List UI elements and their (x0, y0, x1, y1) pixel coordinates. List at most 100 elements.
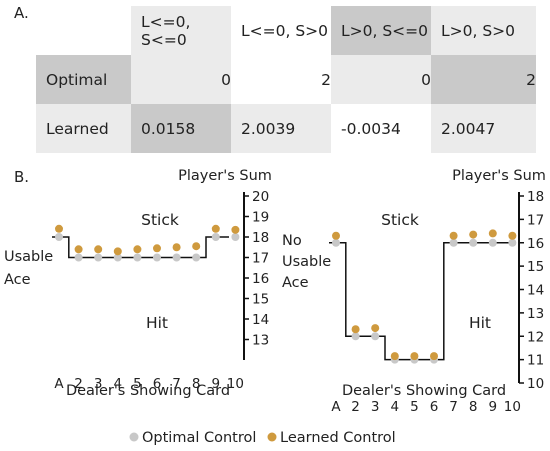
x-tick-label: 5 (410, 399, 419, 415)
optimal-control-point (508, 238, 517, 247)
table-row: Optimal 0 2 0 2 (36, 55, 536, 104)
policy-boundary-line (52, 236, 229, 259)
learned-control-point (332, 231, 340, 240)
x-tick-label: 4 (391, 399, 400, 415)
table-cell: 0.0158 (131, 104, 231, 153)
table-cell: 2.0039 (231, 104, 331, 153)
optimal-control-point (351, 332, 360, 341)
y-tick-label: 13 (252, 333, 269, 349)
y-tick-label: 11 (527, 353, 544, 369)
x-tick-label: 4 (114, 376, 123, 392)
optimal-control-point (231, 233, 240, 241)
optimal-control-point (172, 253, 181, 262)
column-header: L>0, S>0 (431, 6, 536, 55)
optimal-control-point (488, 238, 497, 247)
legend-label: Learned Control (280, 430, 396, 446)
row-label: Ace (4, 272, 31, 288)
learned-control-point (231, 225, 240, 234)
learned-control-point (449, 231, 458, 240)
learned-control-point (153, 244, 161, 253)
panel-a-label: A. (14, 4, 29, 22)
y-tick-label: 15 (527, 259, 544, 275)
y-tick-label: 17 (527, 212, 544, 228)
x-tick-label: 6 (153, 376, 162, 392)
x-tick-label: 9 (489, 399, 498, 415)
learned-control-point (351, 325, 360, 334)
optimal-control-point (153, 253, 161, 262)
x-tick-label: 5 (133, 376, 142, 392)
row-header: Learned (36, 104, 131, 153)
x-tick-label: 3 (371, 399, 380, 415)
panel-b-label: B. (14, 168, 30, 186)
y-tick-label: 14 (527, 283, 544, 299)
learned-control-point (172, 243, 181, 252)
y-tick-label: 13 (527, 306, 544, 322)
stick-region-label: Stick (381, 211, 419, 229)
optimal-control-point (449, 238, 458, 247)
learned-control-point (211, 224, 220, 233)
row-label: No (282, 233, 302, 249)
learned-control-point (469, 230, 478, 239)
table-corner (36, 6, 131, 55)
table-cell: 2 (231, 55, 331, 104)
y-tick-label: 20 (252, 189, 269, 205)
table-cell: 0 (331, 55, 431, 104)
table-cell: 2 (431, 55, 536, 104)
optimal-control-point (113, 253, 122, 262)
stick-region-label: Stick (141, 211, 179, 229)
learned-control-point (94, 245, 103, 254)
y-tick-label: 19 (252, 210, 269, 226)
learned-control-point (133, 245, 142, 254)
x-tick-label: 7 (449, 399, 458, 415)
learned-control-point (508, 231, 517, 240)
y-tick-label: 12 (527, 329, 544, 345)
optimal-control-point (371, 332, 380, 341)
x-tick-label: 3 (94, 376, 103, 392)
x-tick-label: 9 (212, 376, 221, 392)
y-axis-label: Player's Sum (452, 168, 546, 184)
optimal-control-point (55, 233, 63, 241)
table-row: Learned 0.0158 2.0039 -0.0034 2.0047 (36, 104, 536, 153)
row-label: Usable (4, 249, 53, 265)
y-axis-label: Player's Sum (178, 168, 272, 184)
y-tick-label: 16 (252, 271, 269, 287)
learned-control-point (371, 324, 380, 333)
x-axis-label: Dealer's Showing Card (342, 383, 506, 399)
optimal-control-point (94, 253, 103, 262)
learned-control-point (192, 242, 201, 251)
learned-control-point (410, 352, 419, 361)
table-header-row: L<=0, S<=0 L<=0, S>0 L>0, S<=0 L>0, S>0 (36, 6, 536, 55)
y-tick-label: 18 (252, 230, 269, 246)
x-tick-label: 6 (430, 399, 439, 415)
policy-boundary-line (329, 242, 510, 361)
hit-region-label: Hit (469, 314, 491, 332)
legend-marker (267, 432, 277, 442)
optimal-control-point (332, 238, 340, 247)
row-label: Usable (282, 254, 331, 270)
column-header: L<=0, S<=0 (131, 6, 231, 55)
y-tick-label: 15 (252, 292, 269, 308)
x-tick-label: 10 (504, 399, 521, 415)
x-tick-label: 2 (74, 376, 83, 392)
hit-region-label: Hit (146, 314, 168, 332)
y-tick-label: 18 (527, 189, 544, 205)
optimal-control-point (133, 253, 142, 262)
optimal-control-point (469, 238, 478, 247)
y-tick-label: 14 (252, 312, 269, 328)
y-tick-label: 16 (527, 236, 544, 252)
column-header: L<=0, S>0 (231, 6, 331, 55)
learned-control-point (74, 245, 83, 254)
learned-control-point (488, 229, 497, 238)
learned-control-point (390, 352, 399, 361)
learned-control-point (113, 247, 122, 256)
optimal-control-point (74, 253, 83, 262)
x-tick-label: 7 (172, 376, 181, 392)
x-axis-label: Dealer's Showing Card (66, 383, 230, 399)
optimal-control-point (211, 233, 220, 241)
column-header: L>0, S<=0 (331, 6, 431, 55)
table-cell: 0 (131, 55, 231, 104)
row-label: Ace (282, 275, 309, 291)
legend-label: Optimal Control (142, 430, 256, 446)
x-tick-label: 2 (351, 399, 360, 415)
